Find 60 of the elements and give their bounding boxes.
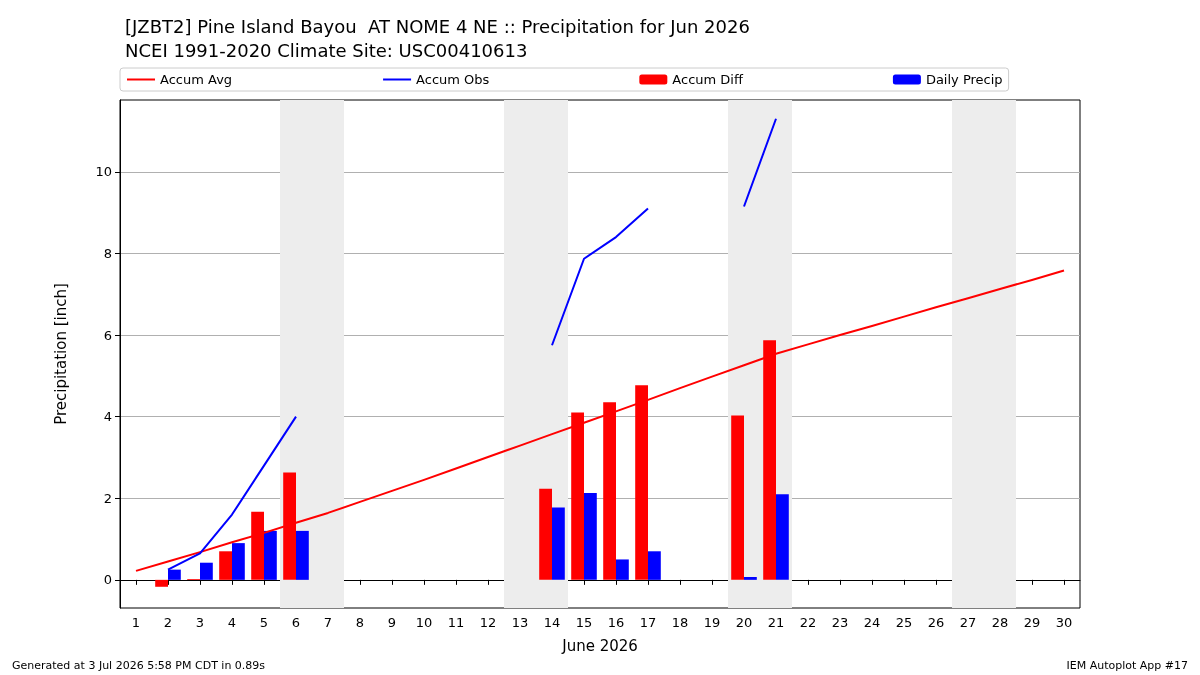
x-tick-label: 28 <box>991 615 1009 630</box>
x-tick-label: 24 <box>863 615 881 630</box>
bar <box>232 543 245 580</box>
y-tick-label: 0 <box>103 572 112 588</box>
bar <box>731 415 744 580</box>
bar <box>264 530 277 580</box>
y-tick-label: 8 <box>103 245 112 261</box>
x-tick-label: 19 <box>703 615 721 630</box>
x-tick-label: 9 <box>387 615 397 630</box>
bar <box>539 488 552 580</box>
bar <box>648 551 661 580</box>
y-tick-label: 2 <box>103 490 112 506</box>
x-tick-label: 7 <box>323 615 333 630</box>
x-tick-label: 8 <box>355 615 365 630</box>
x-tick-label: 20 <box>735 615 753 630</box>
x-tick-label: 30 <box>1055 615 1073 630</box>
x-tick-label: 1 <box>131 615 141 630</box>
y-tick-label: 10 <box>95 164 112 180</box>
y-tick-label: 4 <box>103 409 112 425</box>
x-tick-label: 23 <box>831 615 849 630</box>
x-tick-label: 16 <box>607 615 625 630</box>
x-tick-label: 27 <box>959 615 977 630</box>
x-tick-label: 13 <box>511 615 529 630</box>
bar <box>552 507 565 580</box>
legend-label: Accum Avg <box>160 72 233 87</box>
text: IEM Autoplot App #17 <box>1066 659 1188 672</box>
bar <box>776 494 789 580</box>
bar <box>616 559 629 580</box>
x-tick-label: 21 <box>767 615 785 630</box>
x-tick-label: 15 <box>575 615 593 630</box>
x-tick-label: 22 <box>799 615 817 630</box>
x-tick-label: 17 <box>639 615 657 630</box>
x-tick-label: 6 <box>291 615 301 630</box>
text: Generated at 3 Jul 2026 5:58 PM CDT in 0.89s <box>12 659 266 672</box>
x-tick-label: 12 <box>479 615 497 630</box>
x-tick-label: 5 <box>259 615 269 630</box>
x-tick-label: 29 <box>1023 615 1041 630</box>
x-tick-label: 18 <box>671 615 689 630</box>
chart-subtitle: NCEI 1991-2020 Climate Site: USC00410613 <box>125 39 528 61</box>
legend-label: Accum Diff <box>672 72 744 87</box>
x-tick-label: 2 <box>163 615 173 630</box>
x-tick-label: 25 <box>895 615 913 630</box>
bar <box>584 492 597 580</box>
x-axis-title: June 2026 <box>561 636 638 655</box>
x-tick-label: 14 <box>543 615 561 630</box>
bar <box>155 579 168 587</box>
x-tick-label: 26 <box>927 615 945 630</box>
bar <box>200 562 213 580</box>
x-tick-label: 10 <box>415 615 433 630</box>
x-tick-label: 3 <box>195 615 205 630</box>
bar <box>219 551 232 580</box>
legend-label: Daily Precip <box>925 72 1003 87</box>
y-axis-title: Precipitation [inch] <box>51 283 70 425</box>
legend-label: Accum Obs <box>416 72 490 87</box>
bar <box>296 530 309 580</box>
x-tick-label: 4 <box>227 615 237 630</box>
bar <box>744 576 757 580</box>
chart-title: [JZBT2] Pine Island Bayou AT NOME 4 NE :: Precipitation for Jun 2026 <box>125 15 750 37</box>
x-tick-label: 11 <box>447 615 465 630</box>
y-tick-label: 6 <box>103 327 112 343</box>
